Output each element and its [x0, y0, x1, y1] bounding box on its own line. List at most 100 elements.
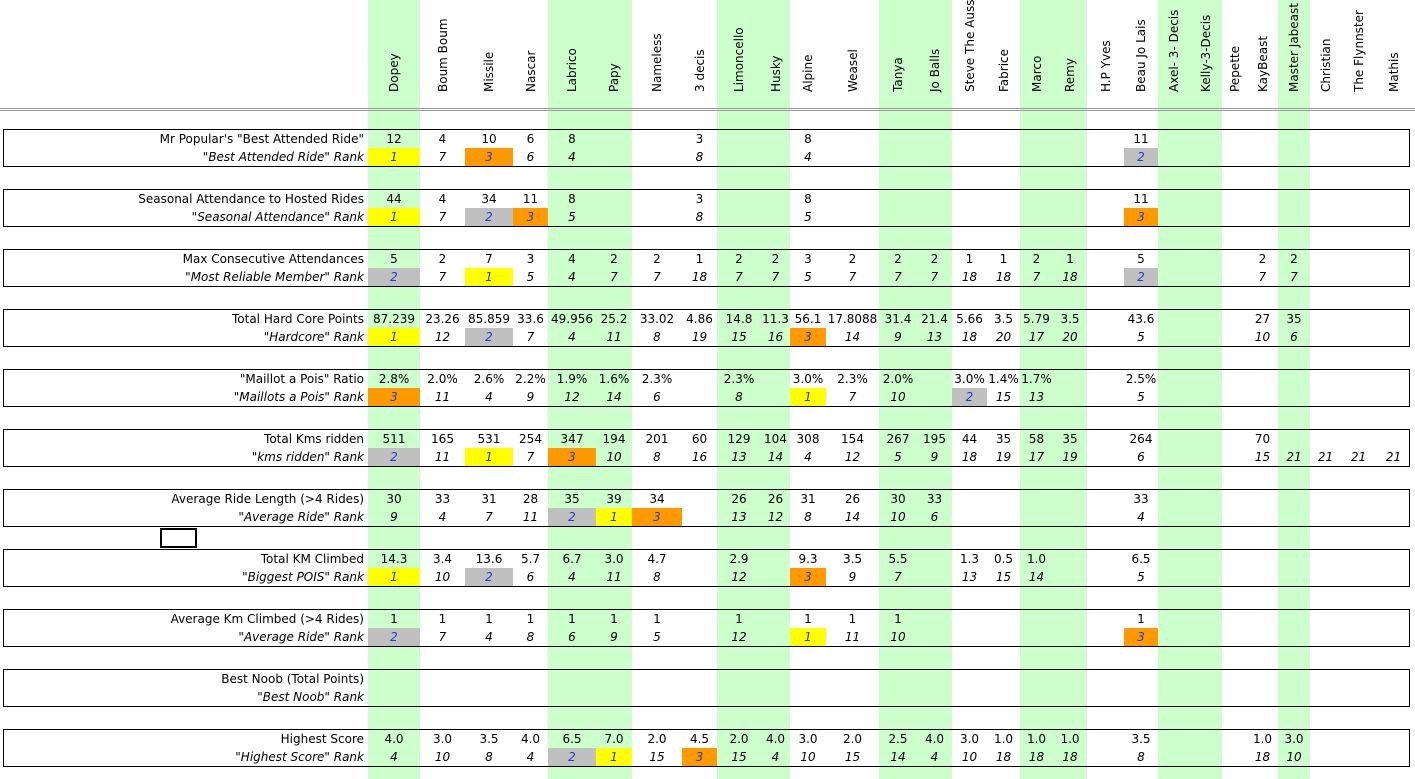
- rank-cell[interactable]: 8: [653, 570, 661, 584]
- rank-cell[interactable]: 7: [438, 210, 447, 224]
- column-header[interactable]: Axel- 3- Decis: [1158, 0, 1190, 108]
- rank-cell-highlighted[interactable]: 2: [465, 568, 513, 586]
- rank-cell[interactable]: 20: [995, 330, 1012, 344]
- column-header[interactable]: Tanya: [879, 0, 917, 108]
- value-cell[interactable]: 25.2: [600, 312, 628, 326]
- rank-cell[interactable]: 9: [848, 570, 857, 584]
- rank-cell[interactable]: 4: [568, 570, 576, 584]
- value-cell[interactable]: 2.2%: [515, 372, 546, 386]
- value-cell[interactable]: 1: [1066, 252, 1074, 266]
- rank-cell-highlighted[interactable]: 2: [548, 748, 596, 766]
- value-cell[interactable]: 6.5: [562, 732, 582, 746]
- value-cell[interactable]: 2.0%: [427, 372, 458, 386]
- rank-cell-highlighted[interactable]: 3: [465, 148, 513, 166]
- rank-cell[interactable]: 4: [568, 330, 576, 344]
- rank-cell[interactable]: 4: [568, 270, 576, 284]
- value-cell[interactable]: 58: [1028, 432, 1045, 446]
- rank-cell[interactable]: 9: [390, 510, 398, 524]
- value-cell[interactable]: 4.7: [647, 552, 667, 566]
- rank-cell[interactable]: 10: [800, 750, 816, 764]
- rank-cell[interactable]: 10: [434, 570, 451, 584]
- rank-cell-highlighted[interactable]: 2: [368, 448, 420, 466]
- rank-cell-highlighted[interactable]: 2: [368, 628, 420, 646]
- value-cell[interactable]: 2.8%: [378, 372, 410, 386]
- rank-cell-highlighted[interactable]: 3: [1124, 628, 1158, 646]
- value-cell[interactable]: 1: [695, 252, 704, 266]
- value-cell[interactable]: 3: [526, 252, 535, 266]
- column-header[interactable]: Marco: [1020, 0, 1053, 108]
- rank-cell[interactable]: 7: [735, 270, 743, 284]
- value-cell[interactable]: 2.5%: [1125, 372, 1157, 386]
- value-cell[interactable]: 1: [848, 612, 857, 626]
- rank-cell[interactable]: 5: [1137, 390, 1145, 404]
- value-cell[interactable]: 531: [477, 432, 501, 446]
- value-cell[interactable]: 6: [526, 132, 535, 146]
- rank-cell[interactable]: 11: [606, 570, 622, 584]
- rank-cell[interactable]: 4: [930, 750, 939, 764]
- value-cell[interactable]: 31.4: [884, 312, 912, 326]
- rank-cell[interactable]: 5: [804, 270, 812, 284]
- rank-cell[interactable]: 12: [434, 330, 451, 344]
- value-cell[interactable]: 44: [386, 192, 402, 206]
- value-cell[interactable]: 35: [1286, 312, 1302, 326]
- rank-cell-highlighted[interactable]: 3: [682, 748, 717, 766]
- value-cell[interactable]: 1: [610, 612, 618, 626]
- rank-cell[interactable]: 6: [1290, 330, 1298, 344]
- value-cell[interactable]: 35: [995, 432, 1012, 446]
- value-cell[interactable]: 12: [386, 132, 402, 146]
- rank-cell[interactable]: 19: [995, 450, 1012, 464]
- rank-cell[interactable]: 7: [771, 270, 780, 284]
- rank-cell[interactable]: 15: [1254, 450, 1271, 464]
- value-cell[interactable]: 1.0: [1026, 552, 1047, 566]
- rank-cell[interactable]: 18: [1028, 750, 1045, 764]
- value-cell[interactable]: 1: [894, 612, 902, 626]
- value-cell[interactable]: 26: [767, 492, 784, 506]
- value-cell[interactable]: 2: [1032, 252, 1041, 266]
- rank-cell-highlighted[interactable]: 1: [790, 628, 826, 646]
- rank-cell[interactable]: 7: [930, 270, 939, 284]
- rank-cell-highlighted[interactable]: 1: [465, 448, 513, 466]
- value-cell[interactable]: 4.0: [765, 732, 786, 746]
- rank-cell[interactable]: 8: [804, 510, 812, 524]
- value-cell[interactable]: 104: [764, 432, 787, 446]
- value-cell[interactable]: 2: [1290, 252, 1298, 266]
- value-cell[interactable]: 1: [485, 612, 493, 626]
- value-cell[interactable]: 1: [438, 612, 447, 626]
- value-cell[interactable]: 254: [519, 432, 542, 446]
- rank-cell-highlighted[interactable]: 2: [465, 328, 513, 346]
- rank-cell[interactable]: 5: [568, 210, 576, 224]
- value-cell[interactable]: 3.0: [959, 732, 980, 746]
- value-cell[interactable]: 165: [431, 432, 454, 446]
- value-cell[interactable]: 2.3%: [641, 372, 673, 386]
- value-cell[interactable]: 1: [735, 612, 743, 626]
- rank-cell[interactable]: 4: [568, 150, 576, 164]
- selected-cell[interactable]: [160, 528, 197, 548]
- rank-cell[interactable]: 11: [434, 450, 451, 464]
- column-header[interactable]: Mathis: [1376, 0, 1411, 108]
- value-cell[interactable]: 347: [560, 432, 584, 446]
- rank-cell[interactable]: 21: [1385, 450, 1402, 464]
- rank-cell[interactable]: 18: [1062, 270, 1078, 284]
- value-cell[interactable]: 27: [1254, 312, 1271, 326]
- rank-cell[interactable]: 7: [438, 630, 447, 644]
- value-cell[interactable]: 2: [735, 252, 743, 266]
- value-cell[interactable]: 2.0: [647, 732, 667, 746]
- value-cell[interactable]: 3.5: [993, 312, 1014, 326]
- value-cell[interactable]: 1: [390, 612, 398, 626]
- value-cell[interactable]: 264: [1129, 432, 1153, 446]
- rank-cell[interactable]: 14: [890, 750, 906, 764]
- value-cell[interactable]: 511: [382, 432, 406, 446]
- rank-cell[interactable]: 7: [438, 270, 447, 284]
- column-header[interactable]: Remy: [1053, 0, 1087, 108]
- rank-cell[interactable]: 11: [434, 390, 451, 404]
- value-cell[interactable]: 4.5: [689, 732, 710, 746]
- rank-cell[interactable]: 7: [848, 270, 857, 284]
- value-cell[interactable]: 201: [645, 432, 669, 446]
- value-cell[interactable]: 44: [961, 432, 978, 446]
- value-cell[interactable]: 30: [890, 492, 906, 506]
- rank-cell[interactable]: 10: [606, 450, 622, 464]
- value-cell[interactable]: 4.0: [384, 732, 404, 746]
- value-cell[interactable]: 3: [695, 132, 704, 146]
- value-cell[interactable]: 35: [1062, 432, 1078, 446]
- value-cell[interactable]: 4: [438, 132, 447, 146]
